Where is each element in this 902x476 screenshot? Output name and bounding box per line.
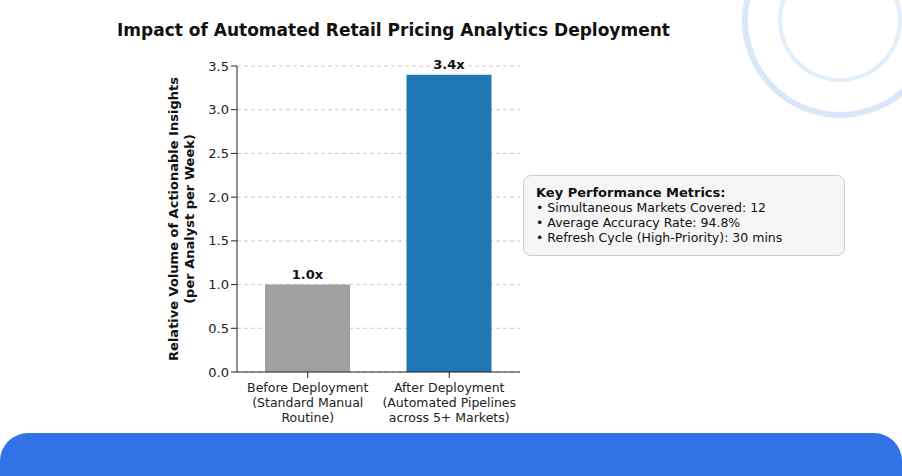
html-text:Relative Volume of Actionable: Relative Volume of Actionable Insights (… [166, 77, 197, 361]
svg-text:Before Deployment(Standard Man: Before Deployment(Standard ManualRoutine… [247, 380, 368, 425]
html-text:• Average Accuracy Rate: 94.8%: • Average Accuracy Rate: 94.8% [536, 215, 741, 230]
svg-text:0.5: 0.5 [208, 321, 229, 336]
html-text:• Refresh Cycle (High-Priority: • Refresh Cycle (High-Priority): 30 mins [536, 230, 783, 245]
svg-text:2.5: 2.5 [208, 146, 229, 161]
svg-text:After Deployment(Automated Pip: After Deployment(Automated Pipelinesacro… [382, 380, 516, 425]
svg-text:3.4x: 3.4x [433, 57, 465, 72]
svg-text:3.0: 3.0 [208, 102, 229, 117]
html-text:Impact of Automated Retail Pri: Impact of Automated Retail Pricing Analy… [117, 20, 670, 40]
html-text:• Simultaneous Markets Covered: • Simultaneous Markets Covered: 12 [536, 200, 767, 215]
svg-text:1.0: 1.0 [208, 277, 229, 292]
svg-text:3.5: 3.5 [208, 59, 229, 74]
svg-text:1.0x: 1.0x [292, 267, 324, 282]
svg-text:2.0: 2.0 [208, 190, 229, 205]
svg-text:0.0: 0.0 [208, 365, 229, 380]
svg-text:1.5: 1.5 [208, 233, 229, 248]
html-text:Key Performance Metrics:: Key Performance Metrics: [536, 185, 726, 200]
